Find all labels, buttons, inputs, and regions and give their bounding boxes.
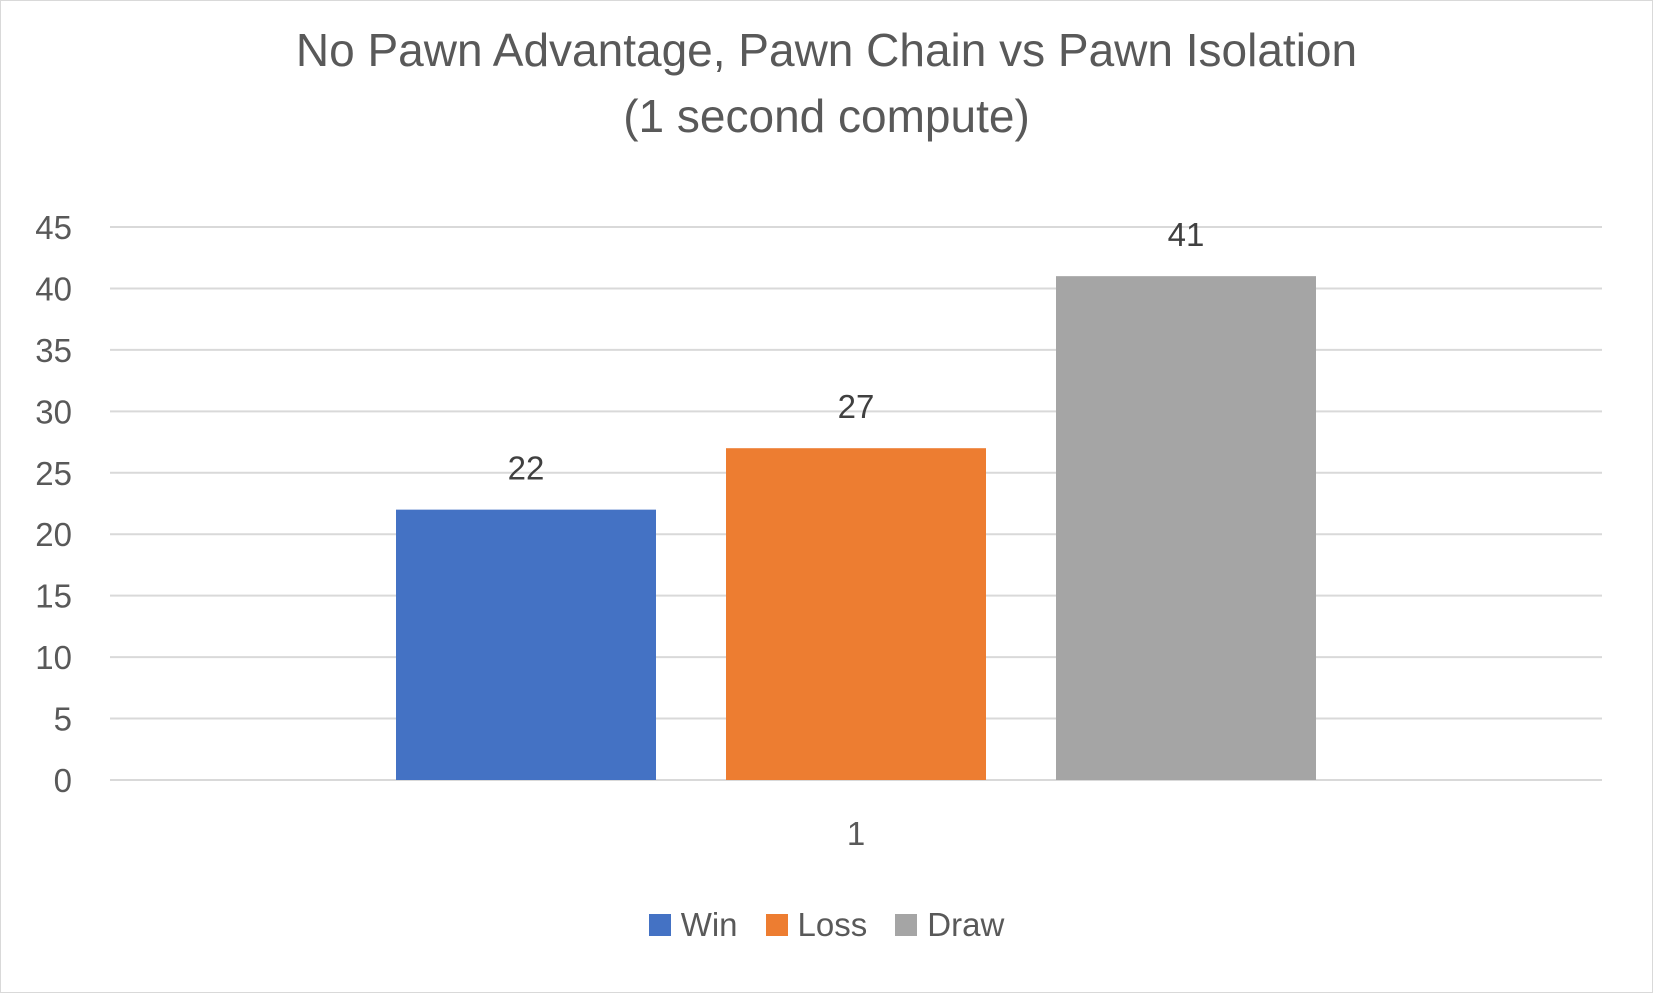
y-tick-label: 30	[35, 393, 72, 430]
y-tick-label: 0	[54, 762, 72, 799]
x-tick-label: 1	[847, 815, 865, 852]
legend-label: Draw	[927, 906, 1005, 943]
legend-item: Draw	[895, 905, 1004, 945]
legend-swatch	[895, 914, 918, 936]
data-label: 27	[838, 388, 875, 425]
data-label: 22	[508, 450, 545, 487]
legend-item: Win	[648, 905, 738, 945]
chart-title: No Pawn Advantage, Pawn Chain vs Pawn Is…	[295, 24, 1358, 76]
y-tick-label: 45	[35, 209, 72, 246]
y-tick-label: 35	[35, 332, 72, 369]
y-tick-label: 10	[35, 639, 72, 676]
y-tick-label: 15	[35, 578, 72, 615]
legend-label: Win	[680, 906, 738, 943]
legend-item: Loss	[765, 905, 868, 945]
y-tick-label: 20	[35, 516, 72, 553]
data-label: 41	[1168, 216, 1205, 253]
bar-win	[396, 509, 656, 780]
y-tick-label: 25	[35, 455, 72, 492]
legend: Win Loss Draw	[0, 905, 1653, 945]
y-tick-label: 40	[35, 270, 72, 307]
legend-swatch	[648, 914, 671, 936]
y-tick-label: 5	[54, 701, 72, 738]
chart-subtitle: (1 second compute)	[623, 90, 1030, 142]
bar-draw	[1056, 276, 1316, 780]
legend-swatch	[765, 914, 788, 936]
bar-loss	[726, 448, 986, 780]
legend-label: Loss	[797, 906, 868, 943]
